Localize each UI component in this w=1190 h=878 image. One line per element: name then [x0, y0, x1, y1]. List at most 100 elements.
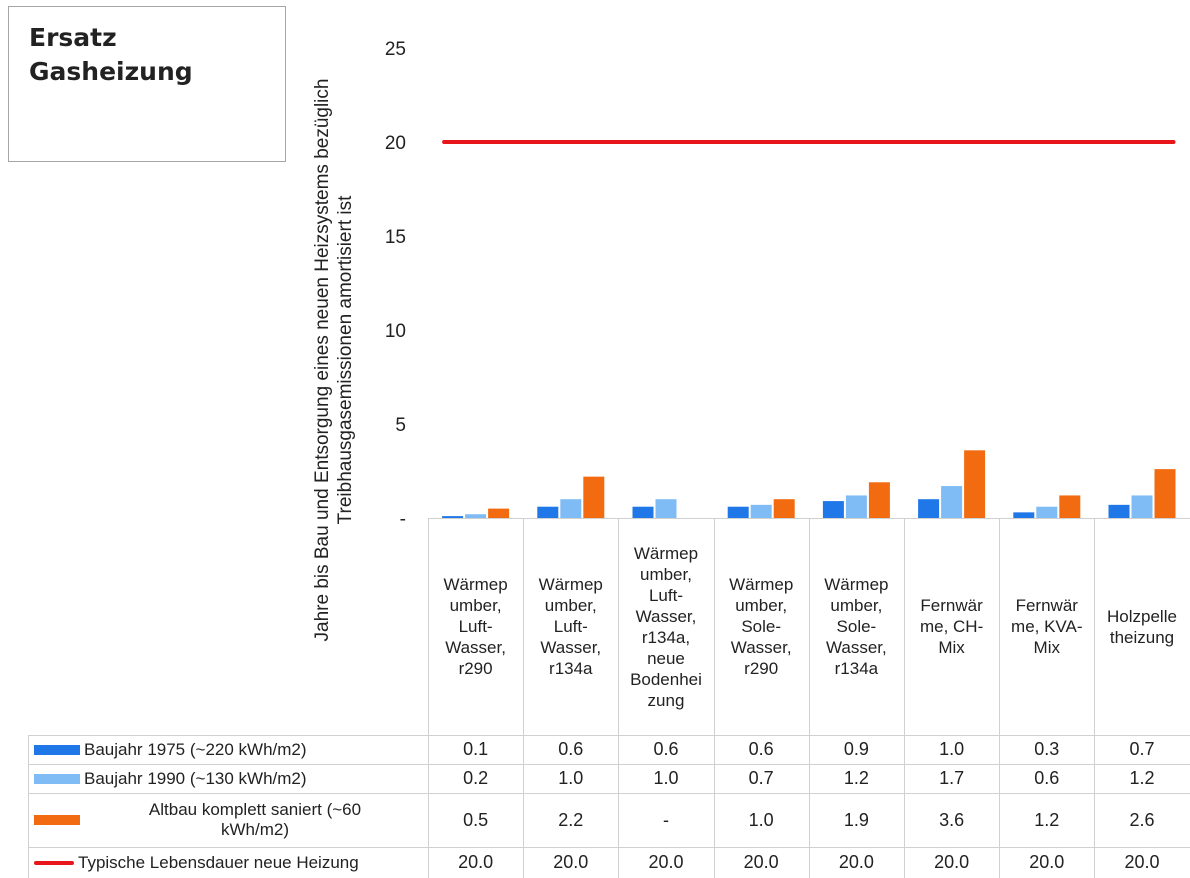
y-tick-label: 5 [395, 415, 406, 436]
bar [964, 450, 986, 518]
table-value-cell: 2.6 [1129, 809, 1155, 830]
table-value-cell: 0.6 [558, 739, 584, 759]
table-value-cell: 0.2 [463, 768, 489, 788]
table-grid-line [428, 518, 429, 878]
bar [632, 506, 654, 518]
category-label: Wärmep umber, Sole- Wasser, r134a [824, 575, 889, 678]
legend-label: Typische Lebensdauer neue Heizung [78, 852, 359, 872]
table-value-cell: 20.0 [934, 852, 970, 872]
chart-title-box: Ersatz Gasheizung [8, 6, 286, 162]
table-value-cell: 20.0 [1029, 852, 1065, 872]
table-value-cell: 1.2 [1129, 768, 1155, 788]
legend-swatch [34, 860, 74, 865]
chart-title-line-2: Gasheizung [29, 57, 193, 86]
table-grid-line [523, 518, 524, 878]
table-grid-line [28, 735, 1190, 736]
bar [1059, 495, 1081, 518]
legend-swatch [34, 773, 80, 784]
bar [1154, 469, 1176, 518]
category-label: Wärmep umber, Luft- Wasser, r134a, neue … [630, 543, 702, 710]
bar [1131, 495, 1153, 518]
table-value-cell: 0.1 [463, 739, 489, 759]
category-label: Wärmep umber, Luft- Wasser, r290 [443, 575, 508, 678]
table-value-cell: 1.0 [653, 768, 679, 788]
bar [1013, 512, 1035, 518]
legend-label-line: Altbau komplett saniert (~60 [148, 800, 362, 819]
table-value-cell: 20.0 [743, 852, 779, 872]
table-grid-line [618, 518, 619, 878]
legend-swatch [34, 744, 80, 755]
bar [727, 506, 749, 518]
table-value-cell: 0.3 [1034, 739, 1060, 759]
legend-row-label: Typische Lebensdauer neue Heizung [28, 847, 426, 878]
bar [845, 495, 867, 518]
bar [941, 486, 963, 518]
legend-row-label: Baujahr 1990 (~130 kWh/m2) [28, 764, 426, 793]
bar [655, 499, 677, 518]
table-value-cell: 20.0 [458, 852, 494, 872]
table-grid-line [28, 847, 1190, 848]
legend-label: Baujahr 1975 (~220 kWh/m2) [84, 739, 307, 759]
table-value-cell: 1.0 [939, 739, 965, 759]
y-tick-label: - [400, 509, 406, 530]
table-value-cell: 0.6 [748, 739, 774, 759]
table-value-cell: - [662, 809, 669, 830]
table-value-cell: 1.0 [558, 768, 584, 788]
table-value-cell: 1.9 [843, 809, 869, 830]
bar [583, 476, 605, 518]
legend-label: Altbau komplett saniert (~60 kWh/m2) [84, 800, 426, 840]
y-tick-label: 20 [385, 133, 406, 154]
bar [750, 504, 772, 518]
table-value-cell: 0.6 [653, 739, 679, 759]
table-value-cell: 20.0 [838, 852, 874, 872]
table-value-cell: 0.5 [463, 809, 489, 830]
table-value-cell: 1.2 [1034, 809, 1060, 830]
bar [868, 482, 890, 518]
table-value-cell: 1.0 [748, 809, 774, 830]
bar [488, 508, 510, 518]
bar [773, 499, 795, 518]
bar [918, 499, 940, 518]
chart-title-line-1: Ersatz [29, 23, 117, 52]
table-grid-line [809, 518, 810, 878]
y-tick-label: 25 [385, 39, 406, 60]
table-value-cell: 2.2 [558, 809, 584, 830]
category-label: Wärmep umber, Luft- Wasser, r134a [538, 575, 603, 678]
category-label: Fernwär me, KVA- Mix [1011, 596, 1083, 657]
bar [822, 501, 844, 518]
bar [1108, 504, 1130, 518]
table-value-cell: 20.0 [648, 852, 684, 872]
legend-row-label: Baujahr 1975 (~220 kWh/m2) [28, 735, 426, 764]
y-tick-label: 15 [385, 227, 406, 248]
table-grid-line [1094, 518, 1095, 878]
table-grid-line [428, 518, 1190, 519]
category-label: Wärmep umber, Sole- Wasser, r290 [729, 575, 794, 678]
table-grid-line [28, 764, 1190, 765]
table-grid-line [28, 735, 29, 878]
table-value-cell: 20.0 [1124, 852, 1160, 872]
table-grid-line [28, 793, 1190, 794]
bar [560, 499, 582, 518]
table-value-cell: 20.0 [553, 852, 589, 872]
category-label: Holzpelle theizung [1107, 606, 1177, 647]
table-value-cell: 0.7 [748, 768, 774, 788]
category-label: Fernwär me, CH- Mix [919, 596, 984, 657]
table-value-cell: 3.6 [939, 809, 965, 830]
bar [465, 514, 487, 518]
legend-label: Baujahr 1990 (~130 kWh/m2) [84, 768, 307, 788]
bar [442, 516, 464, 518]
bar [537, 506, 559, 518]
table-value-cell: 0.7 [1129, 739, 1155, 759]
legend-row-label: Altbau komplett saniert (~60 kWh/m2) [28, 793, 426, 847]
table-grid-line [904, 518, 905, 878]
legend-swatch [34, 815, 80, 825]
table-value-cell: 0.6 [1034, 768, 1060, 788]
table-value-cell: 1.2 [843, 768, 869, 788]
table-grid-line [714, 518, 715, 878]
y-tick-label: 10 [385, 321, 406, 342]
bar [1036, 506, 1058, 518]
legend-label-line: kWh/m2) [221, 820, 289, 839]
table-value-cell: 0.9 [843, 739, 869, 759]
table-value-cell: 1.7 [939, 768, 965, 788]
